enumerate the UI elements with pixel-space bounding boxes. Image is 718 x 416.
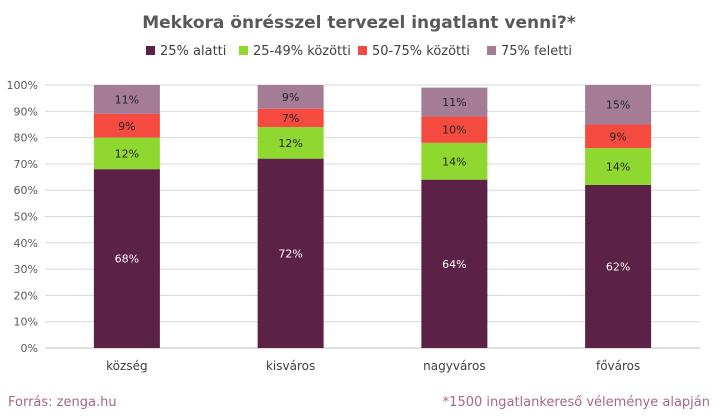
legend-swatch-4 <box>487 46 496 55</box>
y-tick-label: 90% <box>14 105 38 118</box>
data-label: 11% <box>115 93 139 106</box>
x-category-label: főváros <box>596 359 640 373</box>
legend-swatch-2 <box>239 46 248 55</box>
data-label: 9% <box>609 130 626 143</box>
y-axis: 0% 10% 20% 30% 40% 50% 60% 70% 80% 90% 100% <box>7 79 38 355</box>
y-tick-label: 30% <box>14 263 38 276</box>
data-label: 72% <box>278 247 302 260</box>
bar-segment <box>93 169 160 348</box>
data-label: 15% <box>606 99 630 112</box>
bar-segment <box>421 142 488 180</box>
legend-label-4: 75% feletti <box>501 44 572 59</box>
data-label: 12% <box>115 147 139 160</box>
bar-segment <box>585 124 652 149</box>
legend-label-1: 25% alatti <box>160 44 226 59</box>
data-label: 9% <box>118 120 135 133</box>
y-tick-label: 40% <box>14 237 38 250</box>
data-label: 10% <box>442 124 466 137</box>
y-tick-label: 0% <box>21 342 38 355</box>
y-tick-label: 80% <box>14 132 38 145</box>
bar-segment <box>93 113 160 138</box>
data-label: 14% <box>606 161 630 174</box>
legend: 25% alatti 25-49% közötti 50-75% közötti 75… <box>146 44 572 59</box>
x-axis: község kisváros nagyváros főváros <box>106 359 640 373</box>
y-tick-label: 70% <box>14 158 38 171</box>
chart-title: Mekkora önrésszel tervezel ingatlant ven… <box>142 13 576 33</box>
legend-label-3: 50-75% közötti <box>372 44 470 59</box>
bar-segment <box>257 127 324 159</box>
source-note: Forrás: zenga.hu <box>8 395 117 410</box>
y-tick-label: 20% <box>14 289 38 302</box>
bar-segment <box>421 179 488 348</box>
data-label: 9% <box>282 91 299 104</box>
x-category-label: kisváros <box>266 359 315 373</box>
bar-segment <box>257 158 324 348</box>
y-tick-label: 60% <box>14 184 38 197</box>
bar-segment <box>585 148 652 185</box>
bar-segment <box>93 137 160 170</box>
bars: 68% 12% 9% 11% 72% 12% 7% 9% 64% 14% 10% 11% 62% 14% 9… <box>93 85 652 348</box>
legend-swatch-1 <box>146 46 155 55</box>
bar-segment <box>585 85 652 125</box>
data-label: 64% <box>442 258 466 271</box>
bar-segment <box>257 85 324 109</box>
y-tick-label: 10% <box>14 316 38 329</box>
footnote: *1500 ingatlankereső véleménye alapján <box>442 395 710 410</box>
bar-segment <box>257 108 324 128</box>
legend-swatch-3 <box>358 46 367 55</box>
bar-segment <box>93 85 160 114</box>
data-label: 62% <box>606 260 630 273</box>
data-label: 68% <box>115 253 139 266</box>
data-label: 12% <box>278 137 302 150</box>
legend-label-2: 25-49% közötti <box>253 44 351 59</box>
x-category-label: nagyváros <box>423 359 485 373</box>
data-label: 14% <box>442 155 466 168</box>
bar-segment <box>421 116 488 143</box>
y-tick-label: 100% <box>7 79 38 92</box>
data-label: 7% <box>282 112 299 125</box>
bar-segment <box>585 184 652 348</box>
bar-segment <box>421 87 488 117</box>
data-label: 11% <box>442 96 466 109</box>
x-category-label: község <box>106 359 147 373</box>
y-tick-label: 50% <box>14 211 38 224</box>
